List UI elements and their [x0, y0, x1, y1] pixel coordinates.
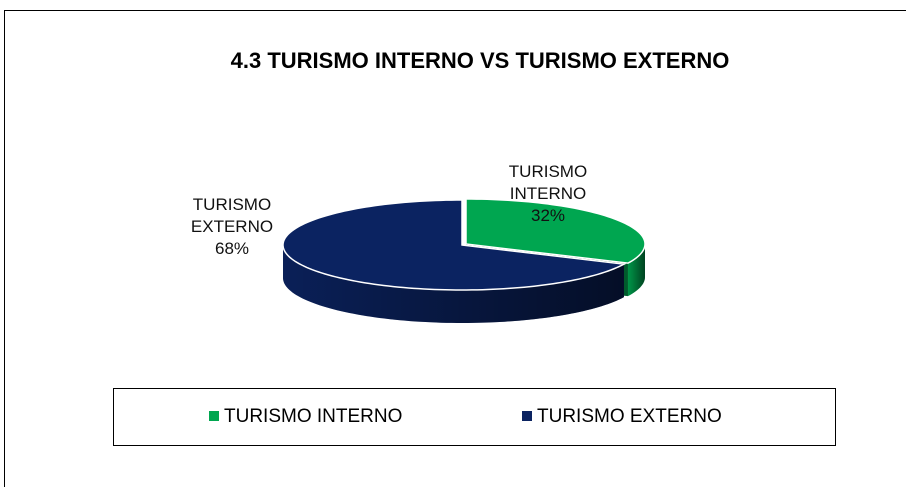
- legend: TURISMO INTERNO TURISMO EXTERNO: [209, 406, 722, 427]
- pie: [282, 198, 646, 323]
- legend-swatch: [209, 411, 219, 421]
- side-shade: [627, 244, 645, 297]
- slice-side: [283, 245, 624, 323]
- data-label: TURISMO EXTERNO 68%: [177, 194, 287, 260]
- data-label-value: 68%: [214, 239, 250, 258]
- slice: [282, 199, 627, 291]
- legend-label: TURISMO INTERNO: [224, 406, 402, 427]
- data-label-value: 32%: [530, 206, 566, 225]
- data-label-name: TURISMO EXTERNO: [190, 195, 274, 236]
- legend-box: [113, 388, 836, 446]
- chart-title: 4.3 TURISMO INTERNO VS TURISMO EXTERNO: [231, 48, 730, 73]
- side-shade: [283, 245, 624, 323]
- data-label: TURISMO INTERNO 32%: [493, 161, 603, 227]
- slice: [465, 198, 646, 264]
- chart-border: [4, 10, 906, 487]
- legend-label: TURISMO EXTERNO: [537, 406, 722, 427]
- data-label-name: TURISMO INTERNO: [508, 162, 588, 203]
- legend-swatch: [522, 411, 532, 421]
